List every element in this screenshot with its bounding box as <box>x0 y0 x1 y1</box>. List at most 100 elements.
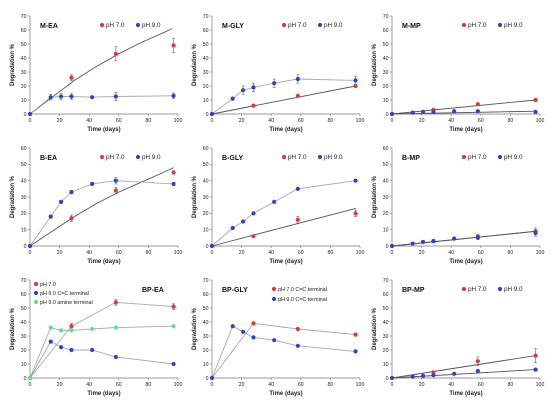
data-point <box>27 111 33 117</box>
y-tick-label: 60 <box>383 28 389 34</box>
y-tick-label: 40 <box>203 320 209 326</box>
data-point <box>58 345 64 350</box>
data-point <box>58 199 64 204</box>
data-point <box>27 375 33 381</box>
y-tick-label: 30 <box>21 195 27 201</box>
data-point <box>69 347 74 353</box>
data-point <box>171 43 176 48</box>
series-line <box>391 355 536 379</box>
y-tick-label: 40 <box>383 178 389 184</box>
x-tick-label: 100 <box>174 250 183 256</box>
x-tick-label: 60 <box>478 118 484 124</box>
y-tick-label: 20 <box>21 84 27 90</box>
y-tick-label: 40 <box>203 178 209 184</box>
x-tick-label: 60 <box>298 118 304 124</box>
x-axis-label: Time (days) <box>449 127 482 133</box>
legend-marker <box>33 290 39 296</box>
y-axis-label: Degradation % <box>192 175 198 218</box>
legend-label: pH 9.0 <box>324 154 343 161</box>
series-line <box>211 78 356 115</box>
data-point <box>209 111 215 117</box>
data-point <box>272 338 277 343</box>
y-tick-label: 70 <box>21 14 27 20</box>
x-tick-label: 80 <box>508 382 514 388</box>
y-tick-label: 20 <box>383 211 389 217</box>
panel-bp-gly: 0 10 20 30 40 50 60 70 0 20 40 60 80 100 Time (days) De… <box>192 278 364 397</box>
y-tick-label: 40 <box>383 320 389 326</box>
data-point <box>251 211 256 216</box>
x-axis-label: Time (days) <box>87 391 120 397</box>
legend-marker <box>497 22 503 28</box>
series-red <box>27 28 176 117</box>
series-line <box>29 325 174 379</box>
legend-label: pH 7.0 <box>288 22 307 29</box>
data-point <box>533 230 538 236</box>
data-point <box>69 75 74 80</box>
y-tick-label: 30 <box>383 195 389 201</box>
legend-label: pH 9.0 amine terminal <box>40 300 93 306</box>
data-point <box>69 216 74 221</box>
legend-marker <box>317 154 323 160</box>
x-tick-label: 40 <box>448 250 454 256</box>
data-point <box>251 321 256 326</box>
y-tick-label: 70 <box>383 278 389 284</box>
legend-label: pH 7.0 <box>468 22 487 29</box>
y-tick-label: 40 <box>21 320 27 326</box>
data-point <box>475 359 480 364</box>
data-point <box>295 93 300 98</box>
y-tick-label: 10 <box>383 362 389 368</box>
x-axis-label: Time (days) <box>87 127 120 133</box>
x-tick-label: 40 <box>268 118 274 124</box>
series-red <box>27 167 176 249</box>
data-point <box>113 94 118 99</box>
series-line <box>211 325 356 379</box>
data-point <box>431 239 436 244</box>
y-tick-label: 0 <box>24 244 27 250</box>
y-tick-label: 30 <box>21 70 27 76</box>
x-tick-label: 80 <box>328 250 334 256</box>
x-tick-label: 60 <box>116 250 122 256</box>
legend-marker <box>33 299 39 305</box>
legend-label: pH 9.0 <box>504 22 523 29</box>
data-point <box>533 353 538 358</box>
legend-label: pH 9.0 <box>142 22 161 29</box>
x-tick-label: 100 <box>356 382 365 388</box>
legend-marker <box>99 154 105 160</box>
y-tick-label: 60 <box>21 146 27 152</box>
series-green <box>27 324 176 381</box>
y-tick-label: 0 <box>24 376 27 382</box>
data-point <box>58 328 64 333</box>
x-tick-label: 0 <box>391 382 394 388</box>
legend-marker <box>271 286 277 292</box>
x-tick-label: 40 <box>86 118 92 124</box>
x-tick-label: 40 <box>86 250 92 256</box>
x-axis-label: Time (days) <box>269 127 302 133</box>
data-point <box>230 96 235 101</box>
y-tick-label: 20 <box>383 84 389 90</box>
data-point <box>389 243 395 249</box>
y-tick-label: 70 <box>21 278 27 284</box>
y-tick-label: 0 <box>24 112 27 118</box>
data-point <box>410 241 415 246</box>
y-tick-label: 10 <box>383 227 389 233</box>
y-tick-label: 50 <box>203 162 209 168</box>
panel-b-ea: 0 10 20 30 40 50 60 0 20 40 60 80 100 Time (days) Degr… <box>10 146 182 265</box>
y-tick-label: 30 <box>203 70 209 76</box>
y-tick-label: 50 <box>21 306 27 312</box>
legend-label: pH 7.0 <box>106 22 125 29</box>
x-tick-label: 20 <box>57 118 63 124</box>
x-axis-label: Time (days) <box>269 259 302 265</box>
y-tick-label: 70 <box>383 14 389 20</box>
x-tick-label: 80 <box>508 250 514 256</box>
y-tick-label: 20 <box>21 348 27 354</box>
series-line <box>211 180 356 247</box>
y-tick-label: 20 <box>203 84 209 90</box>
data-point <box>240 88 246 93</box>
data-point <box>452 371 457 376</box>
series-blue <box>27 92 176 117</box>
data-point <box>420 109 426 114</box>
legend-label: pH 9.0 C=C terminal <box>278 297 327 303</box>
y-tick-label: 50 <box>383 306 389 312</box>
x-tick-label: 80 <box>146 382 152 388</box>
y-axis-label: Degradation % <box>192 43 198 86</box>
